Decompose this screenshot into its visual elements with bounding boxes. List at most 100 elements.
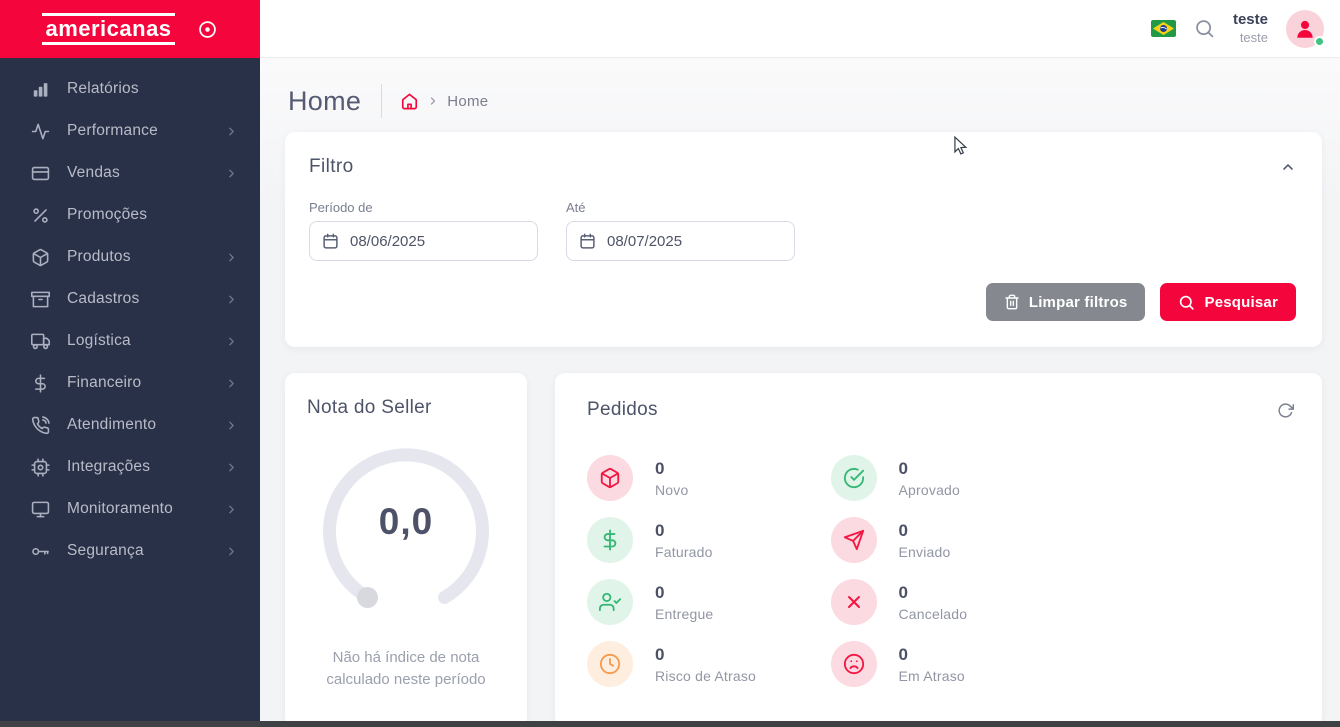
x-icon (830, 579, 877, 625)
percent-icon (30, 205, 50, 225)
send-icon (830, 517, 877, 563)
gauge-ring-icon (323, 448, 489, 608)
chevron-right-icon (225, 503, 238, 516)
sidebar-item-seguranca[interactable]: Segurança (0, 530, 260, 572)
dollar-icon (30, 373, 50, 393)
bottom-scrollbar[interactable] (0, 721, 1340, 727)
sidebar: Relatórios Performance Vendas Promoções … (0, 58, 260, 727)
date-to-input[interactable]: 08/07/2025 (566, 221, 795, 261)
stat-enviado: 0 Enviado (830, 517, 1075, 563)
sidebar-item-label: Atendimento (67, 416, 157, 433)
stat-value: 0 (655, 644, 665, 664)
seller-score-title: Nota do Seller (307, 397, 432, 418)
chevron-right-icon (225, 125, 238, 138)
stat-value: 0 (655, 458, 665, 478)
chevron-right-icon (225, 461, 238, 474)
stat-value: 0 (898, 582, 908, 602)
score-gauge: 0,0 (316, 441, 496, 621)
brazil-flag-icon[interactable] (1150, 20, 1176, 37)
calendar-icon (322, 233, 339, 250)
breadcrumb-current: Home (447, 92, 489, 110)
sidebar-item-label: Produtos (67, 248, 131, 265)
stat-label: Cancelado (898, 605, 968, 622)
stat-em-atraso: 0 Em Atraso (830, 641, 1075, 687)
sidebar-item-performance[interactable]: Performance (0, 110, 260, 152)
sidebar-item-atendimento[interactable]: Atendimento (0, 404, 260, 446)
sidebar-item-label: Vendas (67, 164, 120, 181)
sidebar-item-label: Segurança (67, 542, 144, 559)
sidebar-item-produtos[interactable]: Produtos (0, 236, 260, 278)
user-info: teste teste (1233, 12, 1268, 45)
sidebar-item-financeiro[interactable]: Financeiro (0, 362, 260, 404)
stat-risco-de-atraso: 0 Risco de Atraso (587, 641, 831, 687)
americanas-logo: americanas (42, 12, 175, 46)
stat-faturado: 0 Faturado (587, 517, 831, 563)
seller-score-card: Nota do Seller 0,0 Não há índice de nota… (285, 373, 527, 727)
search-icon[interactable] (1194, 18, 1215, 39)
search-button[interactable]: Pesquisar (1160, 283, 1296, 321)
sidebar-item-label: Financeiro (67, 374, 142, 391)
online-status-dot (1314, 35, 1325, 47)
credit-card-icon (30, 163, 50, 183)
user-check-icon (587, 579, 633, 625)
chevron-up-icon[interactable] (1280, 159, 1296, 175)
stat-label: Enviado (898, 543, 951, 560)
sidebar-item-integracoes[interactable]: Integrações (0, 446, 260, 488)
topbar-right: teste teste (260, 0, 1340, 57)
stat-value: 0 (655, 582, 665, 602)
sidebar-item-label: Relatórios (67, 80, 139, 97)
brand-header: americanas (0, 0, 260, 58)
date-to-label: Até (566, 200, 586, 215)
score-value: 0,0 (378, 501, 434, 542)
stat-label: Faturado (655, 543, 713, 560)
chevron-right-icon (225, 167, 238, 180)
package-icon (30, 247, 50, 267)
sidebar-item-label: Logística (67, 332, 131, 349)
sidebar-item-promocoes[interactable]: Promoções (0, 194, 260, 236)
stat-value: 0 (898, 458, 908, 478)
stat-cancelado: 0 Cancelado (830, 579, 1075, 625)
bar-chart-icon (30, 79, 50, 99)
archive-icon (30, 289, 50, 309)
chevron-right-icon (225, 419, 238, 432)
sidebar-item-cadastros[interactable]: Cadastros (0, 278, 260, 320)
user-name: teste (1232, 11, 1268, 29)
key-icon (30, 541, 50, 561)
sidebar-item-label: Promoções (67, 206, 148, 223)
phone-icon (30, 415, 50, 435)
sidebar-item-vendas[interactable]: Vendas (0, 152, 260, 194)
date-from-label: Período de (309, 200, 373, 215)
dashboard-cards: Nota do Seller 0,0 Não há índice de nota… (285, 373, 1322, 727)
date-from-input[interactable]: 08/06/2025 (309, 221, 538, 261)
sidebar-item-label: Cadastros (67, 290, 140, 307)
calendar-icon (579, 233, 596, 250)
chevron-right-icon (225, 293, 238, 306)
activity-icon (30, 121, 50, 141)
stat-entregue: 0 Entregue (587, 579, 831, 625)
stat-value: 0 (898, 520, 908, 540)
page-title: Home (288, 85, 362, 116)
monitor-icon (30, 499, 50, 519)
sidebar-item-label: Monitoramento (67, 500, 173, 517)
truck-icon (30, 331, 50, 351)
orders-stats-grid: 0 Novo 0 Aprovado 0 Faturado 0 Enviado (587, 455, 1294, 687)
home-icon[interactable] (400, 92, 419, 111)
clear-filters-button[interactable]: Limpar filtros (985, 283, 1146, 321)
date-from-value: 08/06/2025 (350, 232, 426, 250)
orders-title: Pedidos (587, 399, 658, 420)
trash-icon (1004, 294, 1020, 310)
sidebar-item-logistica[interactable]: Logística (0, 320, 260, 362)
filter-title: Filtro (309, 156, 354, 177)
stat-label: Aprovado (898, 481, 961, 498)
target-icon[interactable] (197, 19, 218, 40)
dollar-icon (587, 517, 633, 563)
clock-icon (587, 641, 633, 687)
avatar[interactable] (1286, 9, 1325, 48)
chevron-right-icon (225, 335, 238, 348)
refresh-icon[interactable] (1277, 402, 1294, 419)
sidebar-item-monitoramento[interactable]: Monitoramento (0, 488, 260, 530)
stat-label: Novo (655, 481, 689, 498)
score-empty-message: Não há índice de nota calculado neste pe… (326, 649, 486, 688)
sidebar-item-relatorios[interactable]: Relatórios (0, 68, 260, 110)
